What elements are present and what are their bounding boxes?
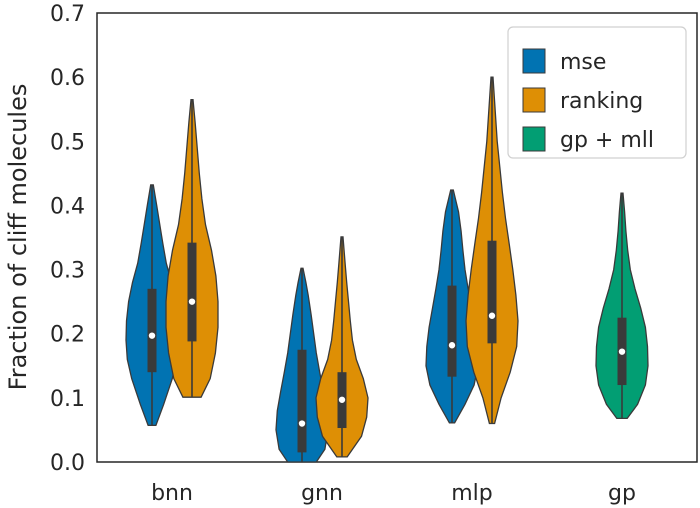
median-mse-gnn bbox=[298, 420, 306, 427]
legend-swatch-gp-mll bbox=[522, 126, 546, 152]
legend-label: ranking bbox=[560, 89, 643, 114]
y-tick-label: 0.0 bbox=[50, 451, 85, 476]
y-tick-label: 0.1 bbox=[50, 387, 85, 412]
y-tick-label: 0.2 bbox=[50, 323, 85, 348]
x-tick-label-mlp: mlp bbox=[451, 481, 493, 506]
legend: mse ranking gp + mll bbox=[507, 26, 687, 159]
y-tick-label: 0.7 bbox=[50, 2, 85, 27]
y-tick-label: 0.6 bbox=[50, 66, 85, 91]
median-ranking-bnn bbox=[188, 298, 196, 305]
iqr-box-ranking-bnn bbox=[187, 242, 197, 342]
y-tick-label: 0.5 bbox=[50, 130, 85, 155]
iqr-box-mse-gnn bbox=[297, 349, 307, 453]
iqr-box-mse-bnn bbox=[147, 288, 157, 373]
median-ranking-mlp bbox=[488, 312, 496, 319]
median-mse-bnn bbox=[148, 332, 156, 339]
y-axis-ticks: 0.0 0.1 0.2 0.3 0.4 0.5 0.6 0.7 bbox=[50, 2, 85, 476]
y-tick-label: 0.3 bbox=[50, 259, 85, 284]
y-tick-label: 0.4 bbox=[50, 194, 85, 219]
legend-label: mse bbox=[560, 50, 606, 75]
iqr-box-ranking-mlp bbox=[487, 240, 497, 344]
median-gp-mll-gp bbox=[618, 348, 626, 355]
y-axis-title: Fraction of cliff molecules bbox=[4, 84, 32, 391]
median-ranking-gnn bbox=[338, 396, 346, 403]
violins bbox=[125, 76, 649, 463]
x-tick-label-gp: gp bbox=[608, 481, 636, 506]
x-tick-label-gnn: gnn bbox=[301, 481, 343, 506]
legend-swatch-ranking bbox=[522, 87, 546, 113]
legend-swatch-mse bbox=[522, 48, 546, 74]
median-mse-mlp bbox=[448, 342, 456, 349]
legend-label: gp + mll bbox=[560, 128, 654, 153]
iqr-box-mse-mlp bbox=[447, 285, 457, 377]
x-tick-label-bnn: bnn bbox=[151, 481, 193, 506]
x-axis-ticks: bnn gnn mlp gp bbox=[151, 481, 636, 506]
legend-box bbox=[507, 26, 687, 159]
